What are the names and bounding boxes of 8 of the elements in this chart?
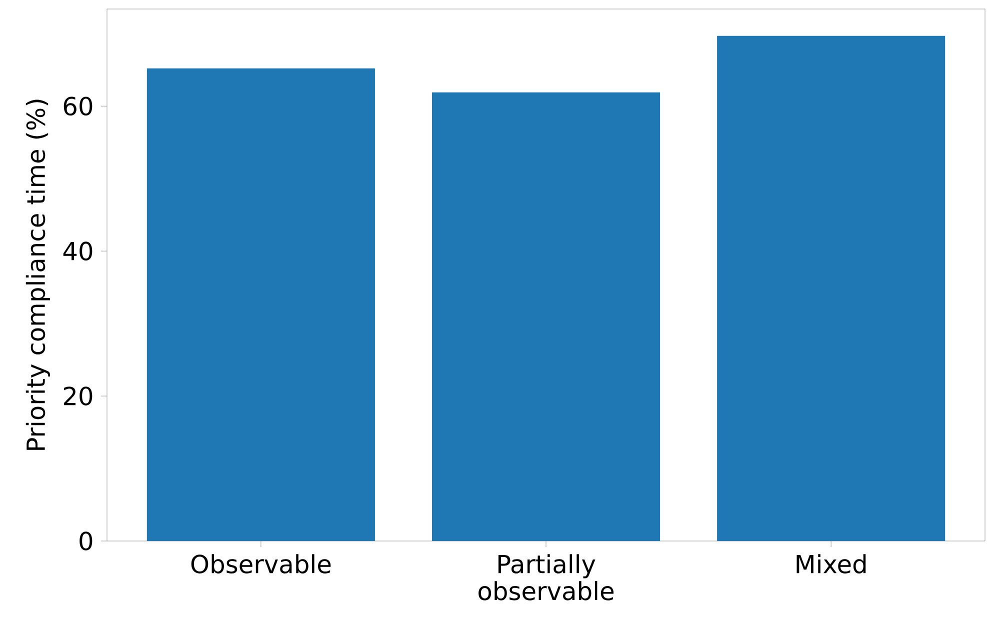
x-tick-label: Partially observable: [478, 554, 614, 600]
y-tick-label: 20: [64, 386, 92, 406]
y-tick-label: 40: [63, 242, 92, 261]
x-tick-label: Mixed: [796, 554, 866, 574]
y-axis-title: Priority compliance time (%): [26, 100, 50, 450]
y-tick-label: 0: [80, 532, 92, 550]
y-tick-label: 60: [64, 96, 92, 116]
x-tick-label: Observable: [191, 554, 331, 574]
